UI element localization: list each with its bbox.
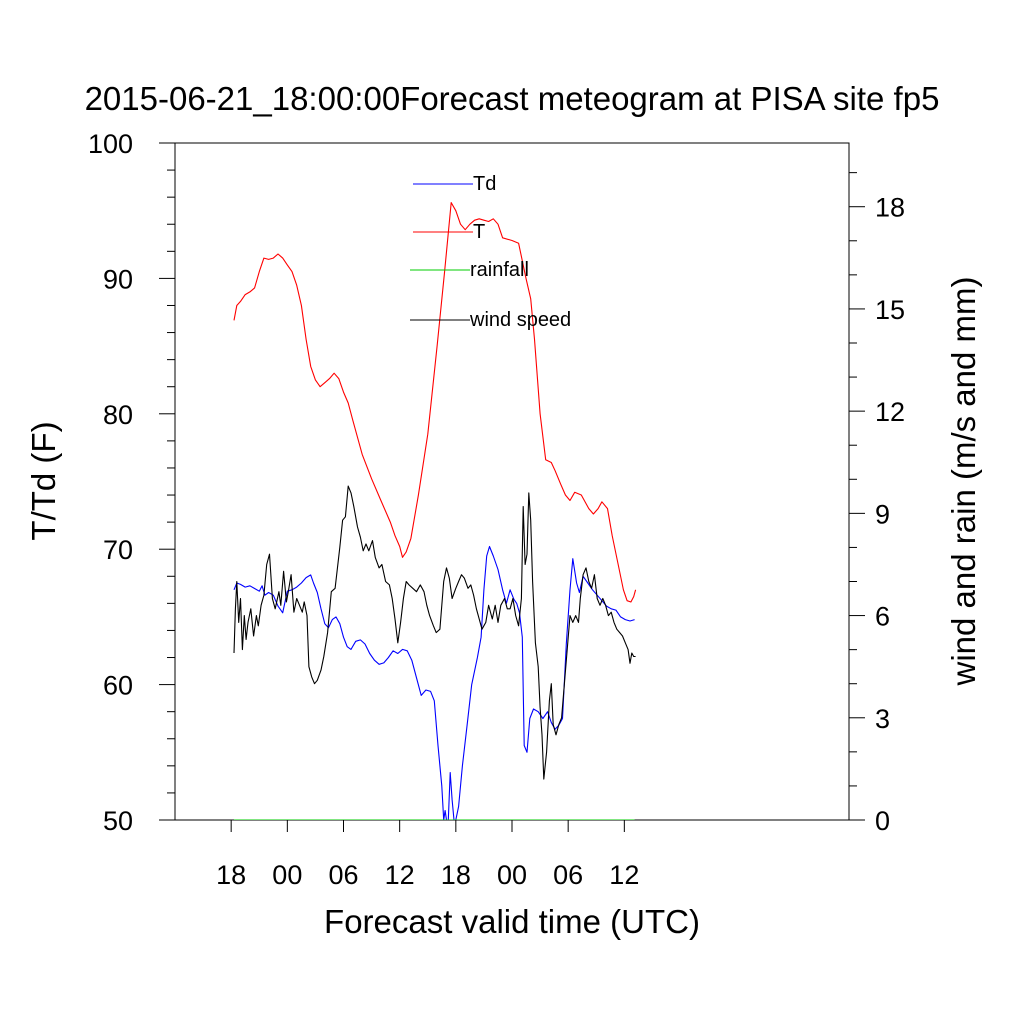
x-tick-label: 18 (441, 860, 471, 890)
legend-label: rainfall (470, 259, 529, 281)
y-left-tick-label: 60 (103, 671, 133, 701)
plot-frame (174, 142, 850, 821)
axes-layer: 18 00 06 12 18 00 06 12 50 60 70 80 90 100 0 3 6 9 12 15 18 (88, 129, 905, 890)
series-line-t (233, 202, 637, 603)
y-left-tick-label: 90 (103, 264, 133, 294)
y-right-tick-label: 18 (875, 193, 905, 223)
y-left-tick-label: 50 (103, 806, 133, 836)
series-line-wind-speed (233, 485, 636, 780)
legend-label: Td (473, 173, 496, 195)
y-left-tick-label: 70 (103, 535, 133, 565)
y-right-tick-label: 3 (875, 704, 890, 734)
x-tick-label: 00 (497, 860, 527, 890)
y-right-tick-label: 12 (875, 397, 905, 427)
legend-label: T (473, 221, 485, 243)
y-left-tick-label: 100 (88, 129, 133, 159)
x-tick-label: 06 (553, 860, 583, 890)
y-axis-right-label: wind and rain (m/s and mm) (945, 277, 982, 687)
y-left-tick-label: 80 (103, 400, 133, 430)
x-tick-label: 06 (328, 860, 358, 890)
series-layer (233, 202, 637, 820)
y-right-tick-label: 9 (875, 499, 890, 529)
series-line-td (233, 545, 635, 820)
x-tick-label: 00 (272, 860, 302, 890)
x-tick-label: 12 (385, 860, 415, 890)
legend-label: wind speed (469, 309, 571, 331)
chart-title: 2015-06-21_18:00:00Forecast meteogram at… (85, 80, 940, 117)
x-tick-label: 12 (609, 860, 639, 890)
x-tick-label: 18 (216, 860, 246, 890)
y-axis-left-label: T/Td (F) (25, 421, 62, 540)
y-right-tick-label: 6 (875, 602, 890, 632)
x-axis-label: Forecast valid time (UTC) (324, 903, 700, 940)
y-right-tick-label: 0 (875, 806, 890, 836)
y-right-tick-label: 15 (875, 295, 905, 325)
